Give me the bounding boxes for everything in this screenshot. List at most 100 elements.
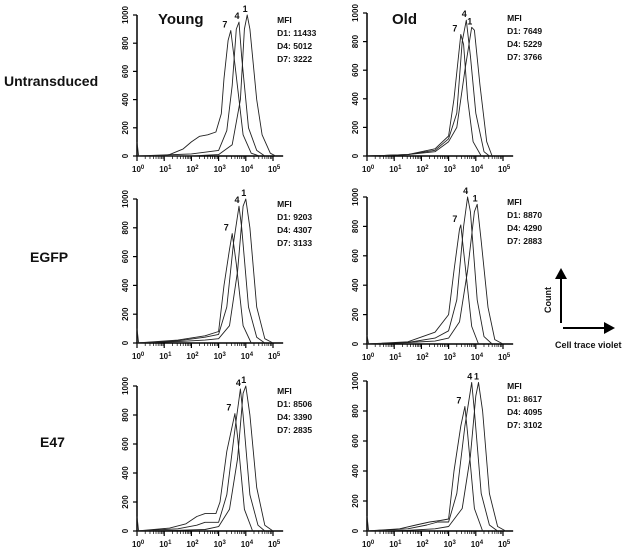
y-tick-label: 1000 — [121, 190, 130, 208]
peak-label-d7: 7 — [224, 223, 229, 233]
mfi-value: D1: 8617 — [507, 394, 542, 404]
y-tick-label: 800 — [351, 219, 360, 233]
y-tick-label: 0 — [121, 340, 130, 345]
x-tick-exponent: 4 — [250, 352, 254, 358]
x-tick-label: 105 — [498, 540, 511, 549]
mfi-value: D7: 3222 — [277, 54, 312, 64]
x-tick-exponent: 5 — [507, 165, 511, 171]
x-tick-exponent: 1 — [398, 353, 402, 359]
x-tick-label: 104 — [471, 353, 484, 362]
mfi-title: MFI — [507, 13, 522, 23]
peak-label-d7: 7 — [222, 20, 227, 30]
peak-label-d1: 1 — [467, 16, 472, 26]
x-tick-label: 103 — [214, 165, 227, 174]
histogram-curve-d1 — [136, 14, 276, 157]
x-tick-exponent: 2 — [425, 165, 429, 171]
y-tick-label: 0 — [351, 341, 360, 346]
x-tick-label: 101 — [159, 352, 172, 361]
histogram-curve-d7 — [366, 34, 482, 157]
x-tick-exponent: 3 — [223, 540, 227, 546]
x-tick-exponent: 4 — [250, 165, 254, 171]
histogram-curve-d1 — [366, 382, 506, 532]
x-tick-label: 100 — [132, 540, 145, 549]
y-tick-label: 800 — [121, 408, 130, 422]
x-tick-exponent: 4 — [480, 540, 484, 546]
x-tick-exponent: 2 — [425, 540, 429, 546]
peak-label-d1: 1 — [241, 188, 246, 198]
x-tick-label: 100 — [362, 165, 375, 174]
peak-label-d4: 4 — [236, 378, 241, 388]
x-tick-label: 104 — [241, 540, 254, 549]
y-tick-label: 1000 — [351, 188, 360, 206]
x-tick-label: 104 — [471, 165, 484, 174]
mfi-value: D4: 4095 — [507, 407, 542, 417]
histogram-curve-d7 — [136, 233, 252, 344]
y-tick-label: 600 — [351, 434, 360, 448]
cell-trace-violet-axis-label: Cell trace violet — [555, 340, 622, 350]
mfi-value: D1: 9203 — [277, 212, 312, 222]
x-tick-label: 104 — [241, 352, 254, 361]
x-tick-label: 101 — [389, 540, 402, 549]
peak-label-d4: 4 — [234, 195, 239, 205]
x-tick-label: 103 — [444, 540, 457, 549]
y-tick-label: 800 — [351, 34, 360, 48]
histogram-curve-d4 — [136, 388, 266, 532]
x-tick-exponent: 2 — [425, 353, 429, 359]
x-tick-exponent: 0 — [371, 540, 375, 546]
histogram-curve-d4 — [136, 21, 266, 157]
count-axis-label: Count — [543, 287, 553, 313]
histogram-curve-d7 — [136, 413, 254, 532]
mfi-value: D1: 8870 — [507, 210, 542, 220]
y-tick-label: 400 — [121, 92, 130, 106]
x-tick-label: 100 — [362, 540, 375, 549]
y-tick-label: 800 — [351, 404, 360, 418]
x-tick-label: 105 — [498, 353, 511, 362]
histogram-curve-d7 — [366, 406, 484, 532]
row-label-e47: E47 — [40, 434, 65, 450]
y-tick-label: 400 — [121, 278, 130, 292]
x-tick-exponent: 1 — [168, 165, 172, 171]
x-tick-label: 100 — [132, 165, 145, 174]
y-tick-label: 1000 — [351, 372, 360, 390]
x-tick-exponent: 1 — [168, 352, 172, 358]
x-tick-label: 103 — [444, 353, 457, 362]
peak-label-d7: 7 — [226, 403, 231, 413]
x-tick-exponent: 4 — [250, 540, 254, 546]
x-tick-label: 103 — [444, 165, 457, 174]
x-tick-label: 104 — [241, 165, 254, 174]
peak-label-d7: 7 — [452, 214, 457, 224]
mfi-title: MFI — [277, 15, 292, 25]
x-tick-label: 100 — [362, 353, 375, 362]
peak-label-d1: 1 — [473, 193, 478, 203]
y-tick-label: 200 — [351, 120, 360, 134]
peak-label-d1: 1 — [243, 4, 248, 14]
x-tick-exponent: 5 — [277, 540, 281, 546]
peak-label-d4: 4 — [234, 11, 239, 21]
axis-key: Count Cell trace violet — [543, 268, 622, 350]
mfi-value: D1: 11433 — [277, 28, 316, 38]
peak-label-d1: 1 — [474, 372, 479, 382]
x-tick-label: 104 — [471, 540, 484, 549]
peak-label-d7: 7 — [456, 396, 461, 406]
histogram-curve-d1 — [136, 385, 274, 532]
column-header-old: Old — [392, 11, 417, 28]
histogram-curve-d1 — [136, 198, 274, 344]
x-tick-exponent: 0 — [141, 165, 145, 171]
histogram-curve-d7 — [137, 30, 260, 157]
y-tick-label: 600 — [121, 64, 130, 78]
mfi-value: D4: 4307 — [277, 225, 312, 235]
histogram-curve-d1 — [366, 203, 504, 345]
count-arrow-icon — [555, 268, 567, 279]
x-tick-exponent: 2 — [195, 540, 199, 546]
x-tick-label: 102 — [186, 165, 199, 174]
x-tick-exponent: 0 — [141, 352, 145, 358]
x-tick-label: 105 — [268, 352, 281, 361]
y-tick-label: 200 — [121, 307, 130, 321]
mfi-title: MFI — [277, 386, 292, 396]
